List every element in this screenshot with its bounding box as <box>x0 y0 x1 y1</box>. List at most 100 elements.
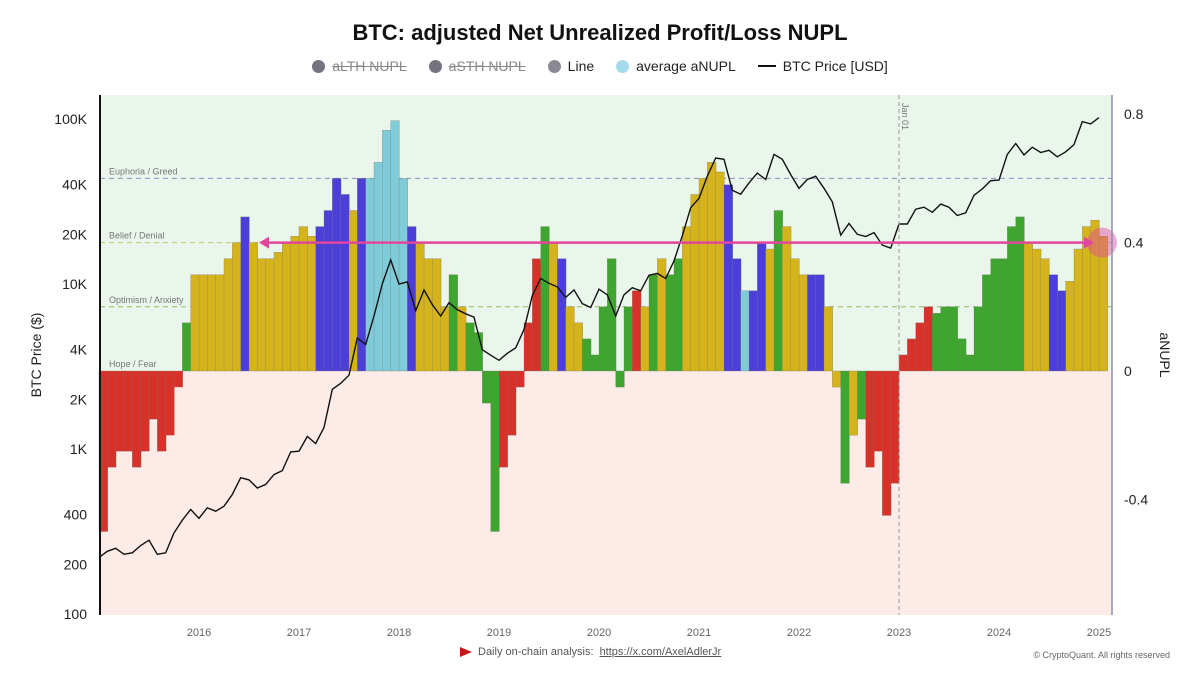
anupl-bar <box>715 171 725 372</box>
y-right-tick: -0.4 <box>1124 491 1148 507</box>
anupl-bar <box>248 242 258 372</box>
y-left-tick: 200 <box>64 556 88 572</box>
anupl-bar <box>598 306 608 372</box>
anupl-bar <box>690 194 700 372</box>
anupl-bar <box>932 313 942 372</box>
footer-text: Daily on-chain analysis: <box>478 646 594 658</box>
anupl-bar <box>1057 290 1067 372</box>
anupl-bar <box>798 274 808 372</box>
legend-item-alth[interactable]: aLTH NUPL <box>312 58 407 74</box>
x-tick: 2018 <box>387 627 411 639</box>
anupl-bar <box>857 370 867 420</box>
x-tick: 2019 <box>487 627 511 639</box>
anupl-bar <box>823 306 833 372</box>
anupl-bar <box>148 370 158 420</box>
legend-item-average-anupl[interactable]: average aNUPL <box>616 58 736 74</box>
y-right-tick: 0.4 <box>1124 235 1144 251</box>
legend-label: aLTH NUPL <box>332 58 407 74</box>
anupl-bar <box>182 322 192 372</box>
anupl-bar <box>215 274 225 372</box>
anupl-bar <box>532 258 542 372</box>
anupl-bar <box>923 306 933 372</box>
anupl-bar <box>548 242 558 372</box>
anupl-bar <box>290 236 300 372</box>
y-right-label: aNUPL <box>1157 332 1173 377</box>
x-tick: 2022 <box>787 627 811 639</box>
anupl-bar <box>740 290 750 372</box>
anupl-bar <box>665 274 675 372</box>
y-left-tick: 4K <box>70 342 88 358</box>
anupl-bar <box>232 242 242 372</box>
anupl-bar <box>307 236 317 372</box>
anupl-bar <box>1098 236 1108 372</box>
chart-title: BTC: adjusted Net Unrealized Profit/Loss… <box>352 20 848 45</box>
anupl-bar <box>457 306 467 372</box>
anupl-bar <box>190 274 200 372</box>
y-right-tick: 0.8 <box>1124 106 1144 122</box>
legend-item-asth[interactable]: aSTH NUPL <box>428 58 526 74</box>
anupl-bar <box>423 258 433 372</box>
anupl-bar <box>957 338 967 372</box>
anupl-bar <box>815 274 825 372</box>
y-left-tick: 40K <box>62 177 88 193</box>
legend-label: average aNUPL <box>636 58 736 74</box>
anupl-bar <box>848 370 858 436</box>
y-left-tick: 2K <box>70 391 88 407</box>
anupl-bar <box>973 306 983 372</box>
anupl-bar <box>1023 242 1033 372</box>
footer-link[interactable]: https://x.com/AxelAdlerJr <box>599 646 722 658</box>
anupl-bar <box>890 370 900 484</box>
y-left-tick: 1K <box>70 441 88 457</box>
anupl-bar <box>557 258 567 372</box>
anupl-bar <box>1065 280 1075 372</box>
y-left-tick: 400 <box>64 507 88 523</box>
anupl-bar <box>965 354 975 372</box>
anupl-bar <box>132 370 142 468</box>
legend-item-line[interactable]: Line <box>547 58 594 74</box>
anupl-bar <box>790 258 800 372</box>
legend-item-btc-price[interactable]: BTC Price [USD] <box>757 58 888 74</box>
anupl-bar <box>565 306 575 372</box>
anupl-bar <box>873 370 883 452</box>
x-tick: 2025 <box>1087 627 1111 639</box>
arrow-head-right-icon <box>1084 236 1094 249</box>
y-left-tick: 10K <box>62 276 88 292</box>
anupl-bar <box>465 322 475 372</box>
anupl-bar <box>732 258 742 372</box>
y-left-tick: 100K <box>54 111 87 127</box>
anupl-bar <box>1015 216 1025 372</box>
anupl-bar <box>1048 274 1058 372</box>
anupl-bar <box>348 210 358 372</box>
zone-label: Hope / Fear <box>109 359 157 369</box>
anupl-bar <box>982 274 992 372</box>
anupl-bar <box>398 178 408 372</box>
legend: aLTH NUPL aSTH NUPL Line average aNUPL B… <box>0 58 1200 74</box>
anupl-bar <box>265 258 275 372</box>
anupl-bar <box>240 216 250 372</box>
anupl-bar <box>507 370 517 436</box>
anupl-bar <box>723 184 733 372</box>
anupl-bar <box>332 178 342 372</box>
anupl-bar <box>782 226 792 372</box>
x-tick: 2016 <box>187 627 211 639</box>
anupl-bar <box>865 370 875 468</box>
jan01-label: Jan 01 <box>900 103 910 130</box>
anupl-bar <box>482 370 492 404</box>
anupl-bar <box>323 210 333 372</box>
anupl-bar <box>1007 226 1017 372</box>
negative-region-background <box>100 371 1112 615</box>
copyright: © CryptoQuant. All rights reserved <box>1033 650 1170 660</box>
anupl-bar <box>223 258 233 372</box>
anupl-bar <box>123 370 133 452</box>
anupl-bar <box>273 252 283 372</box>
y-left-tick: 100 <box>64 606 88 622</box>
anupl-bar <box>757 242 767 372</box>
anupl-bar <box>765 248 775 372</box>
anupl-bar <box>907 338 917 372</box>
legend-dot-icon <box>547 59 561 73</box>
anupl-bar <box>673 258 683 372</box>
anupl-bar <box>940 306 950 372</box>
anupl-bar <box>198 274 208 372</box>
anupl-bar <box>573 322 583 372</box>
